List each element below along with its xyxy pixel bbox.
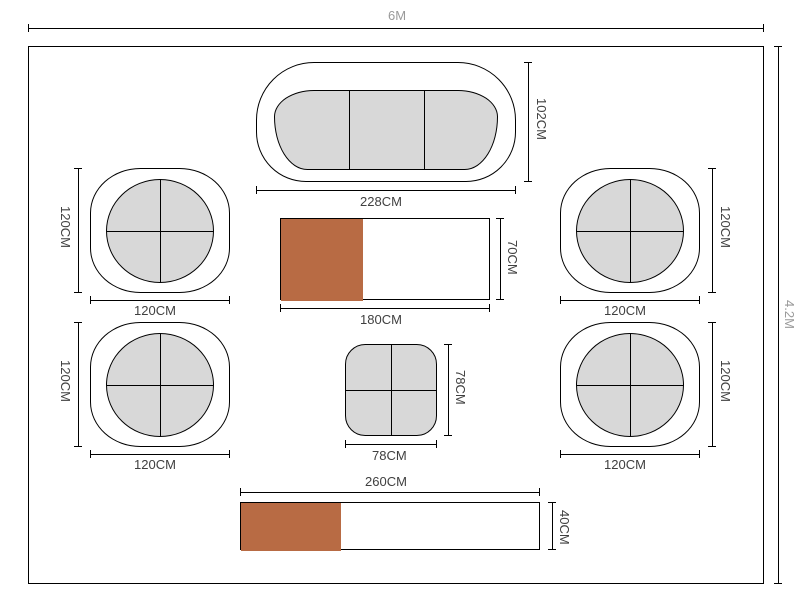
chair-br-h-tick-b bbox=[708, 446, 716, 447]
chair-tl-h-label: 120CM bbox=[58, 206, 73, 248]
chair-bl-w-tick-r bbox=[229, 450, 230, 458]
ottoman-h-label: 78CM bbox=[453, 370, 468, 405]
console-w-tick-l bbox=[240, 488, 241, 496]
chair-cushion bbox=[106, 333, 214, 437]
coffee-h-tick-t bbox=[496, 218, 504, 219]
chair-tr-h-tick-t bbox=[708, 168, 716, 169]
sofa-width-tick-l bbox=[256, 186, 257, 194]
ottoman-w-tick-r bbox=[436, 440, 437, 448]
console-h-tick-b bbox=[548, 549, 556, 550]
coffee-table bbox=[280, 218, 490, 300]
floor-plan: 6M 4.2M 228CM 102CM 120CM 120CM bbox=[0, 0, 798, 601]
chair-br-h-dim bbox=[712, 322, 713, 447]
room-width-dim-line bbox=[28, 28, 764, 29]
coffee-w-label: 180CM bbox=[360, 312, 402, 327]
chair-cushion bbox=[576, 179, 684, 283]
coffee-h-label: 70CM bbox=[505, 240, 520, 275]
console-h-tick-t bbox=[548, 502, 556, 503]
chair-seam-h bbox=[107, 385, 213, 386]
chair-tl-w-tick-l bbox=[90, 296, 91, 304]
chair-tr-w-tick-l bbox=[560, 296, 561, 304]
ottoman-h-tick-b bbox=[444, 435, 452, 436]
sofa-height-dim bbox=[528, 62, 529, 182]
chair-bl-h-tick-b bbox=[74, 446, 82, 447]
chair-tl-w-tick-r bbox=[229, 296, 230, 304]
chair-tl-h-tick-t bbox=[74, 168, 82, 169]
room-width-label: 6M bbox=[388, 8, 406, 23]
sofa-seam-1 bbox=[349, 91, 350, 169]
chair-br-w-tick-r bbox=[699, 450, 700, 458]
chair-br-w-tick-l bbox=[560, 450, 561, 458]
chair-br-w-dim bbox=[560, 454, 700, 455]
room-height-tick-top bbox=[774, 46, 782, 47]
sofa-width-tick-r bbox=[515, 186, 516, 194]
chair-tl-h-dim bbox=[78, 168, 79, 293]
chair-bottom-left bbox=[90, 322, 230, 447]
ottoman-w-tick-l bbox=[345, 440, 346, 448]
chair-bl-h-label: 120CM bbox=[58, 360, 73, 402]
console-table-accent bbox=[241, 503, 341, 551]
chair-tr-h-dim bbox=[712, 168, 713, 293]
console-w-tick-r bbox=[539, 488, 540, 496]
chair-tr-h-label: 120CM bbox=[718, 206, 733, 248]
chair-tl-w-label: 120CM bbox=[134, 303, 176, 318]
sofa-cushions bbox=[274, 90, 498, 170]
sofa-height-label: 102CM bbox=[534, 98, 549, 140]
chair-tr-w-tick-r bbox=[699, 296, 700, 304]
chair-tl-w-dim bbox=[90, 300, 230, 301]
sofa bbox=[256, 62, 516, 182]
coffee-w-dim bbox=[280, 308, 490, 309]
console-h-label: 40CM bbox=[557, 510, 572, 545]
chair-tr-h-tick-b bbox=[708, 292, 716, 293]
coffee-w-tick-l bbox=[280, 304, 281, 312]
console-w-dim bbox=[240, 492, 540, 493]
sofa-width-dim bbox=[256, 190, 516, 191]
coffee-h-dim bbox=[500, 218, 501, 300]
coffee-w-tick-r bbox=[489, 304, 490, 312]
console-w-label: 260CM bbox=[365, 474, 407, 489]
room-width-tick-right bbox=[763, 24, 764, 32]
chair-seam-h bbox=[577, 231, 683, 232]
sofa-height-tick-t bbox=[524, 62, 532, 63]
ottoman-h-dim bbox=[448, 344, 449, 436]
ottoman-h-tick-t bbox=[444, 344, 452, 345]
chair-br-h-tick-t bbox=[708, 322, 716, 323]
sofa-width-label: 228CM bbox=[360, 194, 402, 209]
chair-tl-h-tick-b bbox=[74, 292, 82, 293]
chair-br-w-label: 120CM bbox=[604, 457, 646, 472]
chair-tr-w-label: 120CM bbox=[604, 303, 646, 318]
sofa-height-tick-b bbox=[524, 181, 532, 182]
chair-cushion bbox=[106, 179, 214, 283]
chair-top-right bbox=[560, 168, 700, 293]
console-table bbox=[240, 502, 540, 550]
room-height-tick-bottom bbox=[774, 583, 782, 584]
console-h-dim bbox=[552, 502, 553, 550]
room-height-label: 4.2M bbox=[782, 300, 797, 329]
coffee-h-tick-b bbox=[496, 299, 504, 300]
chair-bl-h-tick-t bbox=[74, 322, 82, 323]
room-height-dim-line bbox=[778, 46, 779, 584]
chair-bl-h-dim bbox=[78, 322, 79, 447]
chair-seam-h bbox=[577, 385, 683, 386]
ottoman bbox=[345, 344, 437, 436]
chair-br-h-label: 120CM bbox=[718, 360, 733, 402]
chair-bottom-right bbox=[560, 322, 700, 447]
chair-seam-h bbox=[107, 231, 213, 232]
ottoman-seam-h bbox=[346, 390, 436, 391]
ottoman-w-dim bbox=[345, 444, 437, 445]
chair-cushion bbox=[576, 333, 684, 437]
chair-bl-w-dim bbox=[90, 454, 230, 455]
room-width-tick-left bbox=[28, 24, 29, 32]
chair-bl-w-label: 120CM bbox=[134, 457, 176, 472]
chair-tr-w-dim bbox=[560, 300, 700, 301]
chair-bl-w-tick-l bbox=[90, 450, 91, 458]
ottoman-w-label: 78CM bbox=[372, 448, 407, 463]
coffee-table-accent bbox=[281, 219, 363, 301]
sofa-seam-2 bbox=[424, 91, 425, 169]
chair-top-left bbox=[90, 168, 230, 293]
